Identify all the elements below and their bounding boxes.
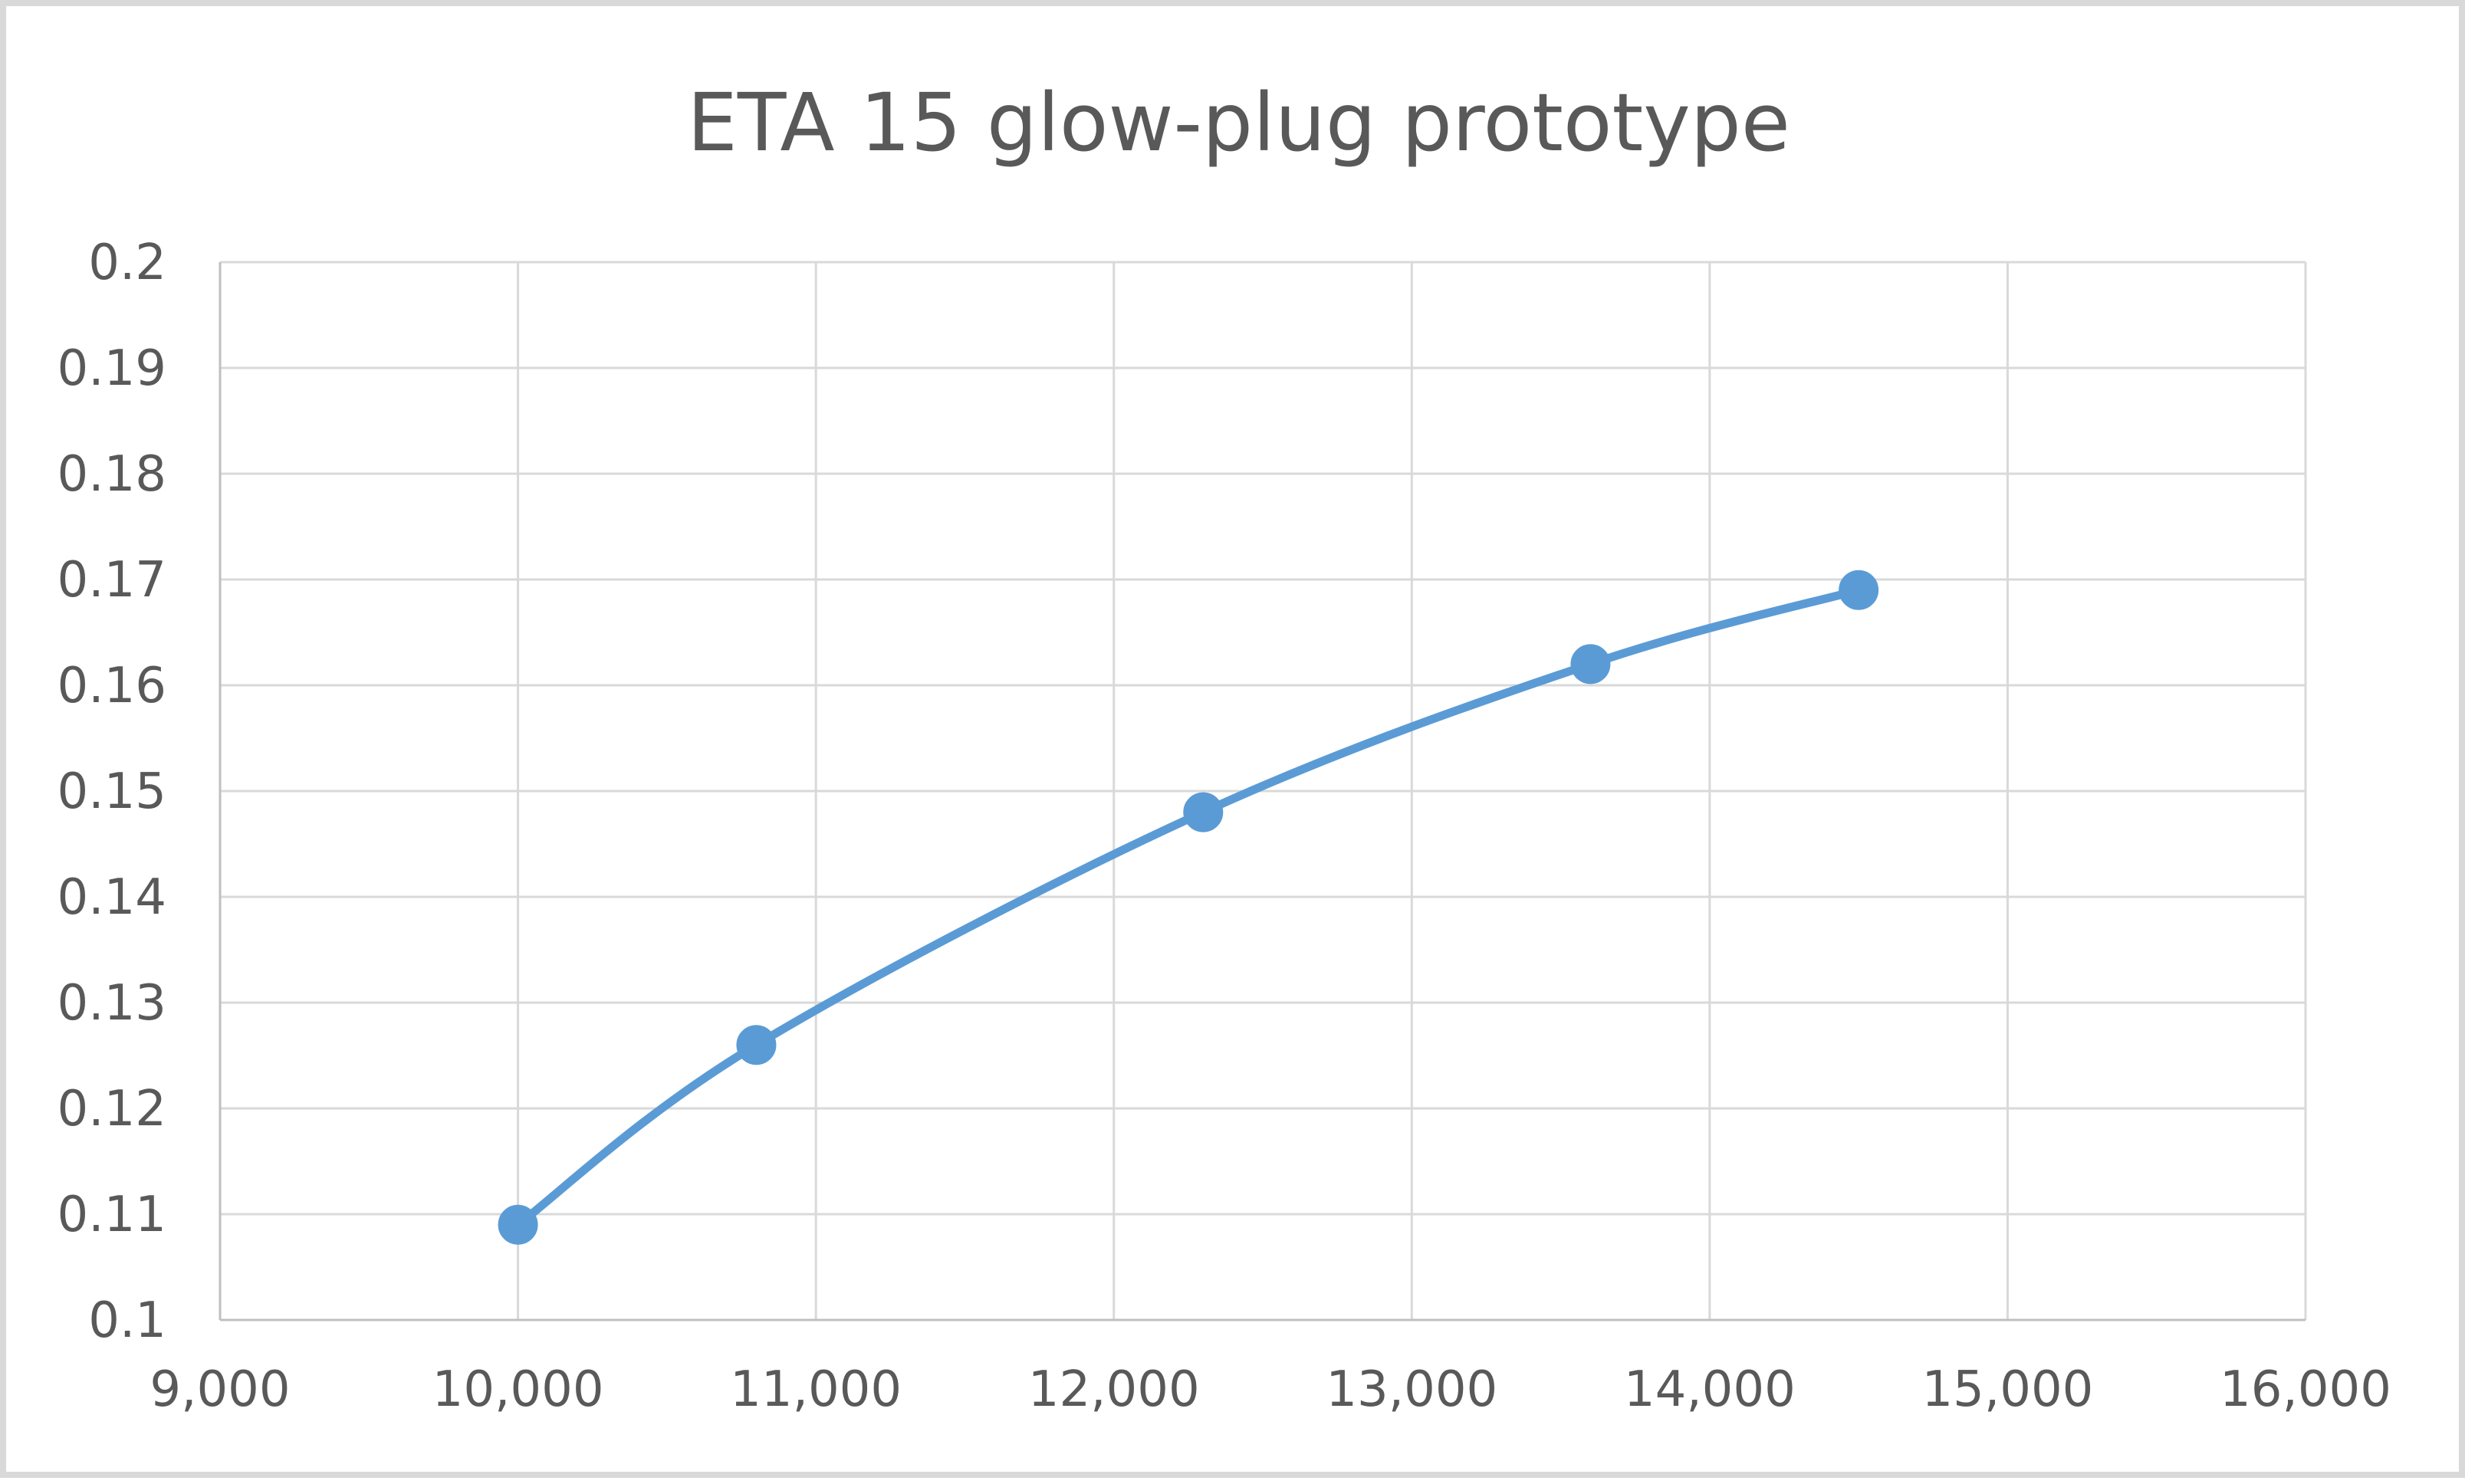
x-tick-label: 13,000 [1326,1361,1497,1418]
y-tick-label: 0.18 [58,446,167,503]
y-tick-label: 0.16 [58,658,167,714]
y-tick-label: 0.19 [58,340,167,397]
data-point [1839,570,1879,610]
y-tick-label: 0.2 [88,235,166,291]
y-tick-label: 0.17 [58,552,167,609]
y-tick-label: 0.14 [58,869,167,926]
data-point [1183,792,1224,832]
y-tick-label: 0.15 [58,763,167,820]
y-tick-label: 0.13 [58,975,167,1032]
x-tick-label: 9,000 [150,1361,290,1418]
x-tick-label: 12,000 [1028,1361,1200,1418]
x-tick-label: 11,000 [730,1361,902,1418]
x-tick-label: 10,000 [432,1361,604,1418]
data-point [1570,644,1611,685]
x-tick-label: 16,000 [2220,1361,2391,1418]
chart-plot-area: 9,000 10,000 11,000 12,000 13,000 14,000 15,00… [58,235,2391,1418]
data-point [498,1204,538,1245]
y-tick-label: 0.12 [58,1081,167,1138]
y-tick-label: 0.1 [88,1292,166,1349]
data-point [736,1025,777,1065]
x-tick-label: 14,000 [1624,1361,1796,1418]
y-tick-label: 0.11 [58,1187,167,1243]
x-tick-label: 15,000 [1921,1361,2093,1418]
chart-title: ETA 15 glow-plug prototype [687,76,1790,169]
